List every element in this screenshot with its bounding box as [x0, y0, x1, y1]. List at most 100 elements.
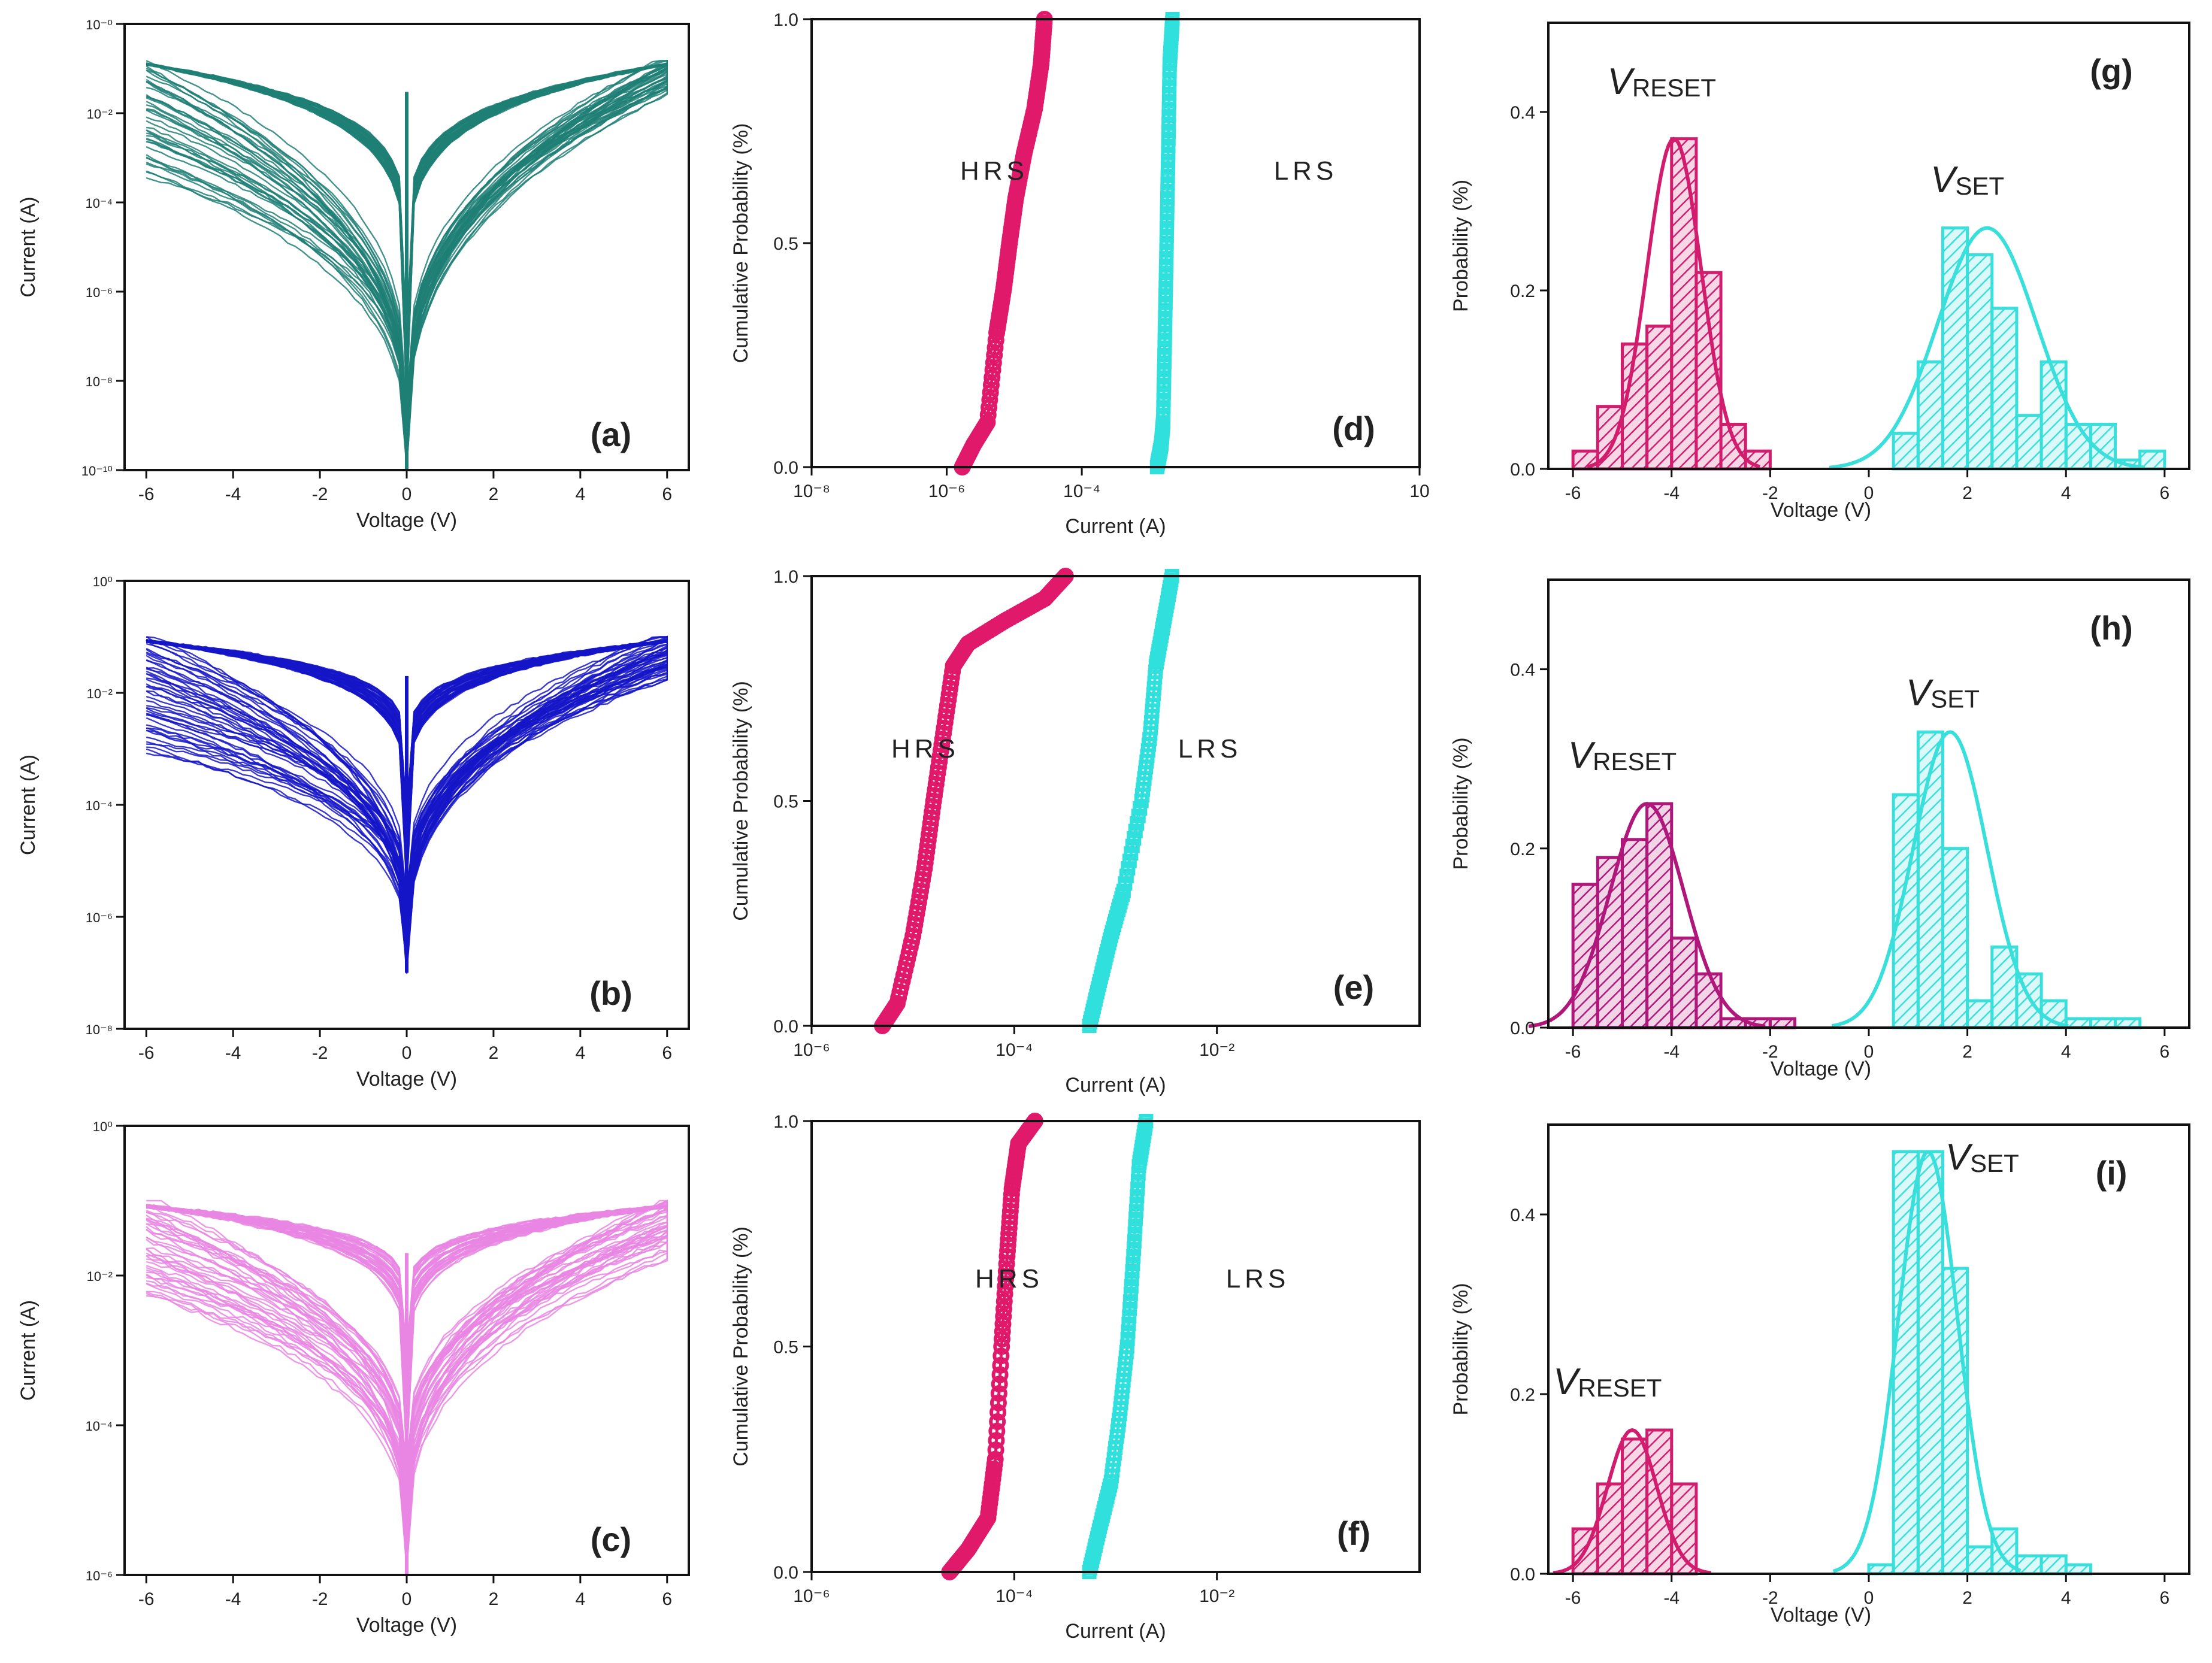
histogram-bar — [2089, 1017, 2117, 1029]
hrs-point — [997, 1278, 1014, 1295]
panel-label: (a) — [591, 416, 631, 453]
lrs-point — [1158, 288, 1173, 303]
histogram-bar — [2039, 360, 2068, 471]
lrs-point — [1125, 1256, 1140, 1271]
lrs-series — [1082, 569, 1179, 1033]
hrs-series — [874, 568, 1074, 1034]
lrs-point — [1127, 1241, 1142, 1256]
lrs-point — [1156, 400, 1171, 415]
x-tick-label: 4 — [576, 1589, 586, 1609]
set-series — [1829, 226, 2166, 471]
x-tick-label: 10⁻⁴ — [995, 1040, 1033, 1060]
histogram-bar — [1768, 1017, 1797, 1029]
hrs-point — [992, 1347, 1010, 1365]
y-axis-label: Current (A) — [17, 755, 40, 855]
panel-e: 0.0 0.5 1.0 10⁻⁶ 10⁻⁴ 10⁻² Current (A) Cumulati… — [730, 567, 1421, 1096]
gaussian-fit — [1831, 730, 2069, 1028]
lrs-point — [1160, 183, 1175, 198]
lrs-point — [1133, 801, 1148, 816]
y-tick-label: 0.2 — [1510, 1385, 1535, 1405]
x-tick-label: -6 — [138, 484, 155, 504]
x-tick-label: 6 — [2160, 1042, 2170, 1062]
histogram-bar — [1892, 793, 1920, 1029]
x-tick-label: 6 — [662, 1589, 672, 1609]
hrs-point — [991, 1366, 1009, 1383]
lrs-point — [1162, 71, 1177, 86]
panel-g: 0.0 0.2 0.4 -6 -4 -2 0 2 4 6 Voltage (V) Probabilit… — [1450, 22, 2190, 522]
histogram-bar — [2064, 1017, 2092, 1029]
histogram-bar — [1941, 847, 1969, 1029]
y-tick-label: 0.0 — [773, 1563, 798, 1583]
y-axis-label: Cumulative Probability (%) — [730, 123, 752, 364]
panel-b: -6 -4 -2 0 2 4 6 10⁻⁸ 10⁻⁶ 10⁻⁴ 10⁻² 10⁰ Voltage (V)… — [17, 574, 690, 1091]
reset-series — [1553, 1428, 1712, 1576]
gaussian-fit — [1832, 1150, 2022, 1573]
hrs-point — [981, 399, 998, 416]
panel-label: (i) — [2096, 1154, 2128, 1192]
histogram-bar — [1670, 936, 1698, 1029]
x-tick-label: 4 — [576, 1043, 586, 1063]
x-tick-label: -4 — [1663, 1588, 1680, 1608]
lrs-label: LRS — [1274, 156, 1338, 186]
histogram-bar — [2015, 414, 2043, 471]
y-tick-label: 0.5 — [773, 792, 798, 812]
histogram-bar — [1620, 838, 1649, 1029]
lrs-point — [1121, 1316, 1136, 1331]
histogram-bar — [1867, 1563, 1895, 1576]
x-axis-label: Current (A) — [1065, 1620, 1166, 1643]
lrs-point — [1158, 273, 1173, 288]
lrs-point — [1162, 86, 1177, 101]
y-axis-label: Cumulative Probability (%) — [730, 681, 752, 921]
reset-series — [1571, 137, 1772, 471]
lrs-point — [1161, 101, 1176, 116]
histogram-bar — [2039, 1554, 2068, 1576]
x-tick-label: -2 — [312, 1043, 328, 1063]
x-axis-label: Voltage (V) — [1771, 1058, 1871, 1080]
lrs-point — [1124, 846, 1139, 861]
x-axis-label: Current (A) — [1065, 1074, 1166, 1096]
x-tick-label: 2 — [489, 1589, 499, 1609]
lrs-point — [1158, 295, 1173, 310]
hrs-point — [997, 1263, 1015, 1280]
y-tick-label: 10⁻⁰ — [86, 17, 113, 32]
y-tick-label: 0.4 — [1510, 661, 1535, 680]
lrs-point — [1159, 250, 1174, 265]
panel-a: -6 -4 -2 0 2 4 6 10⁻¹⁰ 10⁻⁸ 10⁻⁶ 10⁻⁴ 10⁻² 10⁻⁰ Volta… — [17, 17, 690, 532]
vset-label: VSET — [1945, 1137, 2019, 1178]
panel-label: (g) — [2090, 52, 2133, 90]
x-tick-label: 2 — [489, 1043, 499, 1063]
panel-h: 0.0 0.2 0.4 -6 -4 -2 0 2 4 6 Voltage (V) Probabilit… — [1450, 578, 2190, 1080]
set-series — [1832, 1150, 2092, 1576]
iv-curve — [146, 1199, 668, 1554]
hrs-point — [995, 1308, 1012, 1325]
y-tick-label: 0.0 — [1510, 1019, 1535, 1038]
lrs-point — [1118, 876, 1133, 891]
lrs-point — [1127, 1226, 1142, 1241]
x-tick-label: 0 — [1864, 1588, 1874, 1608]
lrs-point — [1131, 808, 1146, 823]
histogram-bar — [2064, 423, 2092, 471]
y-tick-label: 0.0 — [1510, 460, 1535, 480]
hrs-point — [992, 1356, 1009, 1374]
x-tick-label: 10 — [1409, 481, 1429, 501]
x-tick-label: 10⁻⁴ — [1063, 481, 1100, 501]
lrs-point — [1130, 1189, 1145, 1204]
y-tick-label: 0.0 — [1510, 1565, 1535, 1585]
x-tick-label: -2 — [1762, 1588, 1778, 1608]
lrs-point — [1128, 1219, 1143, 1234]
lrs-point — [1160, 198, 1175, 213]
plot-frame — [810, 1120, 1421, 1573]
y-tick-label: 0.5 — [773, 234, 798, 254]
x-tick-label: -2 — [1762, 483, 1778, 503]
lrs-point — [1128, 823, 1143, 838]
gaussian-fit — [1587, 137, 1760, 469]
lrs-point — [1158, 318, 1173, 333]
lrs-point — [1157, 377, 1172, 392]
lrs-point — [1160, 176, 1175, 191]
lrs-point — [1130, 816, 1145, 831]
y-tick-label: 10⁰ — [93, 1119, 113, 1134]
x-tick-label: 10⁻⁸ — [793, 481, 830, 501]
hrs-point — [997, 1270, 1015, 1288]
y-tick-label: 10⁻² — [87, 1269, 113, 1284]
